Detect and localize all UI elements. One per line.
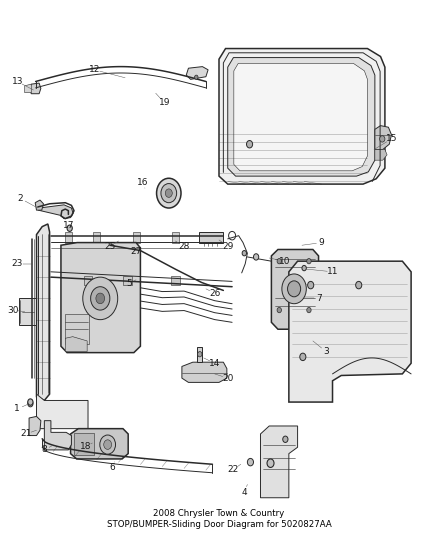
Text: 9: 9 <box>319 238 325 247</box>
Circle shape <box>28 399 33 405</box>
Text: 1: 1 <box>14 405 20 414</box>
Text: 2008 Chrysler Town & Country
STOP/BUMPER-Sliding Door Diagram for 5020827AA: 2008 Chrysler Town & Country STOP/BUMPER… <box>106 510 332 529</box>
Text: 4: 4 <box>241 488 247 497</box>
Circle shape <box>91 287 110 310</box>
Bar <box>84 276 92 285</box>
Polygon shape <box>219 49 385 184</box>
Polygon shape <box>36 224 49 400</box>
Text: 27: 27 <box>131 247 142 256</box>
Circle shape <box>277 259 282 264</box>
Text: 2: 2 <box>18 194 23 203</box>
Text: 25: 25 <box>104 242 116 251</box>
Circle shape <box>156 178 181 208</box>
Polygon shape <box>25 84 31 93</box>
Polygon shape <box>29 83 41 94</box>
Circle shape <box>242 251 247 256</box>
Text: 14: 14 <box>209 359 220 368</box>
Polygon shape <box>261 426 297 498</box>
Polygon shape <box>61 243 141 353</box>
Circle shape <box>247 141 253 148</box>
Polygon shape <box>38 205 73 219</box>
Polygon shape <box>272 249 318 329</box>
Text: 29: 29 <box>222 242 233 251</box>
Text: 21: 21 <box>20 430 32 439</box>
Circle shape <box>288 281 300 297</box>
Circle shape <box>28 400 33 407</box>
Text: 11: 11 <box>327 268 338 276</box>
Polygon shape <box>289 261 411 402</box>
Circle shape <box>198 352 202 357</box>
Circle shape <box>165 189 172 197</box>
Circle shape <box>100 435 116 454</box>
Circle shape <box>247 458 254 466</box>
Text: 12: 12 <box>89 66 100 74</box>
Circle shape <box>267 459 274 467</box>
Bar <box>171 276 180 285</box>
Polygon shape <box>182 362 227 382</box>
Bar <box>74 433 94 455</box>
Text: 23: 23 <box>11 260 23 268</box>
Polygon shape <box>186 67 208 79</box>
Circle shape <box>307 259 311 264</box>
Text: 3: 3 <box>323 347 329 356</box>
Text: 16: 16 <box>137 178 148 187</box>
Circle shape <box>300 353 306 361</box>
Text: 20: 20 <box>222 374 233 383</box>
Circle shape <box>67 225 72 231</box>
Circle shape <box>356 281 362 289</box>
Circle shape <box>83 277 118 320</box>
Circle shape <box>194 75 198 79</box>
Text: 17: 17 <box>63 221 74 230</box>
Polygon shape <box>19 298 36 325</box>
Text: 26: 26 <box>209 288 220 297</box>
Bar <box>200 232 207 243</box>
Text: 13: 13 <box>11 77 23 86</box>
Text: 18: 18 <box>80 442 92 451</box>
Text: 5: 5 <box>127 279 132 288</box>
Polygon shape <box>36 394 88 429</box>
Bar <box>199 232 223 243</box>
Polygon shape <box>228 58 375 176</box>
Bar <box>65 314 89 344</box>
Text: 7: 7 <box>317 294 322 303</box>
Text: 15: 15 <box>386 134 397 143</box>
Polygon shape <box>375 126 392 150</box>
Bar <box>197 348 202 362</box>
Circle shape <box>104 440 112 449</box>
Polygon shape <box>71 429 128 459</box>
Circle shape <box>282 274 306 304</box>
Polygon shape <box>65 337 87 352</box>
Circle shape <box>161 183 177 203</box>
Text: 28: 28 <box>178 242 190 251</box>
Circle shape <box>380 136 385 142</box>
Polygon shape <box>29 416 41 435</box>
Text: 6: 6 <box>109 463 115 472</box>
Circle shape <box>302 265 306 271</box>
Circle shape <box>96 293 105 304</box>
Text: 8: 8 <box>42 446 47 455</box>
Polygon shape <box>35 200 43 210</box>
Bar <box>93 232 100 243</box>
Text: 10: 10 <box>279 257 290 265</box>
Bar <box>65 232 72 243</box>
Polygon shape <box>375 150 387 160</box>
Bar <box>133 232 140 243</box>
Bar <box>123 276 132 285</box>
Circle shape <box>307 308 311 313</box>
Text: 19: 19 <box>159 98 170 107</box>
Polygon shape <box>234 63 367 171</box>
Bar <box>172 232 179 243</box>
Text: 30: 30 <box>7 305 19 314</box>
Circle shape <box>254 254 259 260</box>
Polygon shape <box>44 421 71 450</box>
Text: 22: 22 <box>227 465 239 474</box>
Circle shape <box>277 308 282 313</box>
Circle shape <box>307 281 314 289</box>
Circle shape <box>283 436 288 442</box>
